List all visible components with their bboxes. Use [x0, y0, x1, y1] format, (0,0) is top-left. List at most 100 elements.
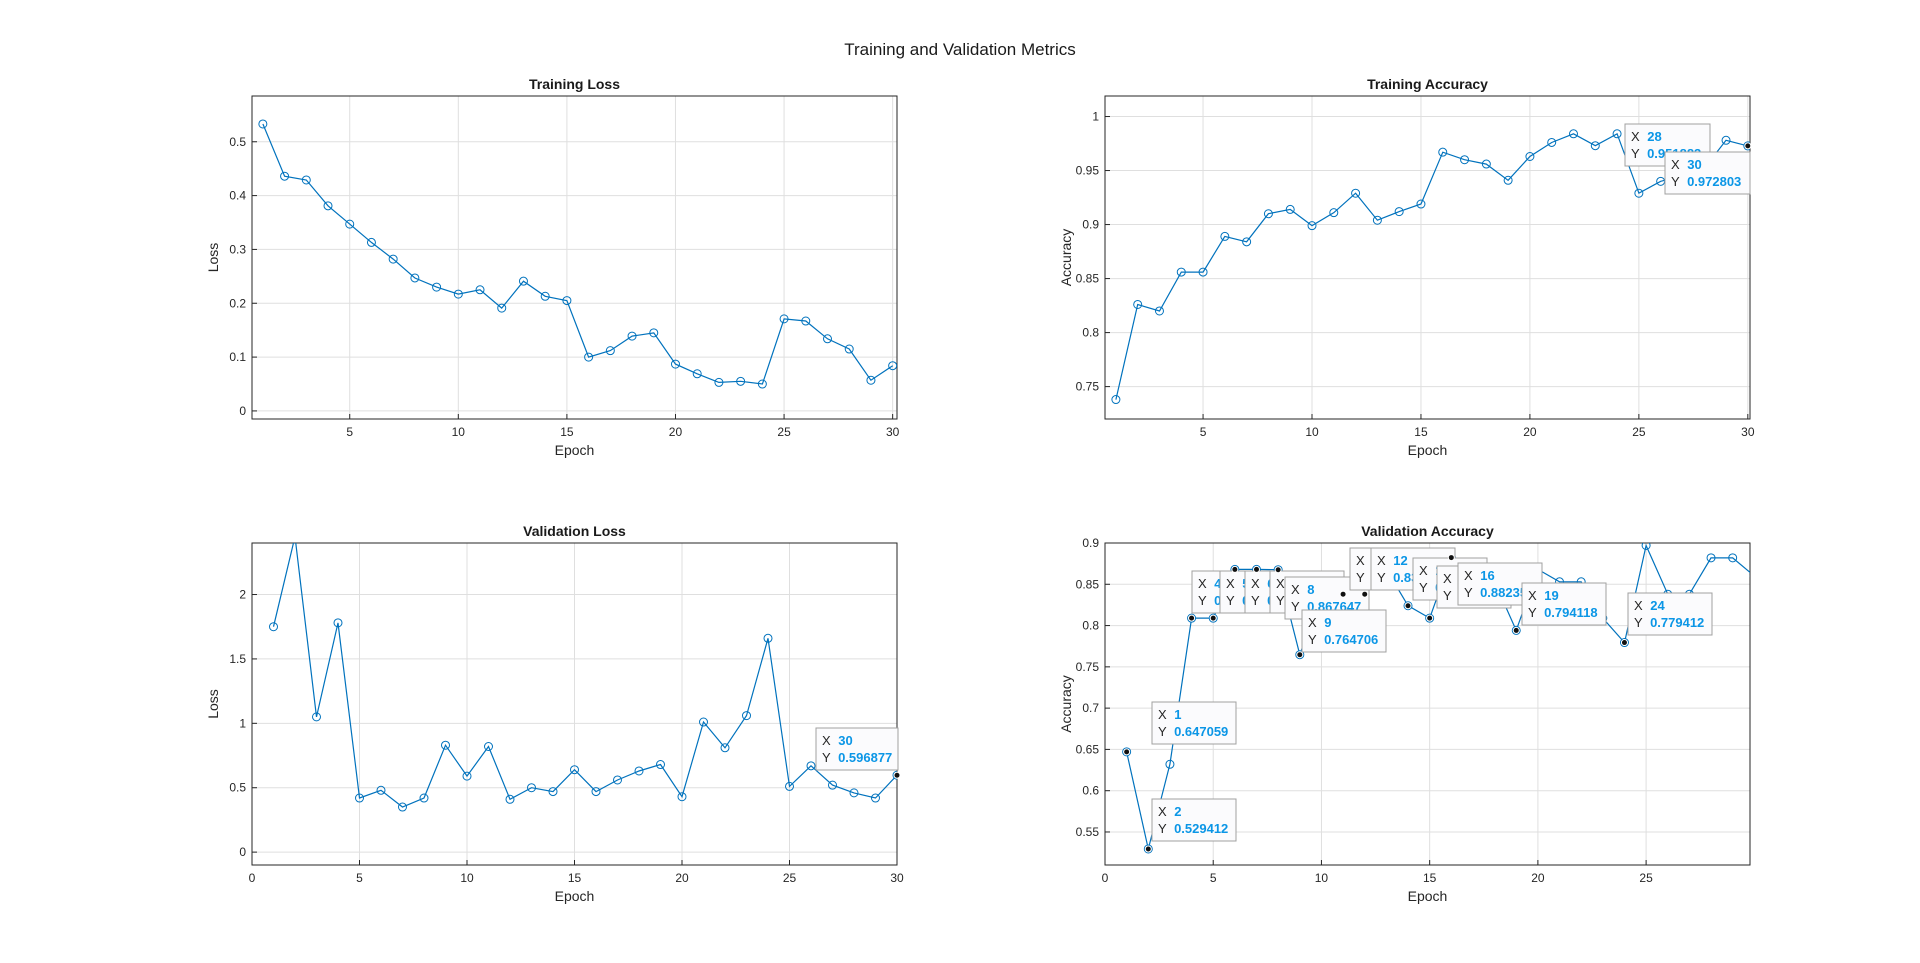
datatip[interactable]: X 19 Y 0.794118	[1512, 582, 1607, 634]
data-point[interactable]	[1619, 638, 1629, 648]
data-point[interactable]	[376, 785, 386, 795]
data-point[interactable]	[388, 254, 398, 264]
data-point[interactable]	[670, 359, 680, 369]
data-point[interactable]	[280, 171, 290, 181]
data-point[interactable]	[1511, 625, 1521, 635]
data-point[interactable]	[1403, 601, 1413, 611]
data-point[interactable]	[432, 282, 442, 292]
data-point[interactable]	[462, 771, 472, 781]
data-point[interactable]	[505, 794, 515, 804]
data-point[interactable]	[605, 346, 615, 356]
data-point[interactable]	[823, 334, 833, 344]
data-point[interactable]	[1154, 306, 1164, 316]
data-point[interactable]	[410, 273, 420, 283]
data-point[interactable]	[692, 369, 702, 379]
data-point[interactable]	[269, 622, 278, 632]
data-point[interactable]	[1295, 650, 1305, 660]
data-point[interactable]	[1351, 188, 1361, 198]
data-point[interactable]	[871, 793, 880, 803]
data-point[interactable]	[779, 314, 789, 324]
data-point[interactable]	[1743, 141, 1752, 151]
data-point[interactable]	[441, 740, 450, 750]
data-point[interactable]	[1329, 208, 1339, 218]
data-point[interactable]	[1721, 135, 1731, 145]
data-point[interactable]	[627, 331, 637, 341]
data-point[interactable]	[518, 276, 528, 286]
datatip[interactable]: X 1Y 0.647059	[1123, 701, 1237, 756]
data-point[interactable]	[1634, 188, 1644, 198]
data-point[interactable]	[475, 285, 485, 295]
datatip[interactable]: X 30 Y 0.596877	[815, 727, 901, 779]
data-point[interactable]	[892, 770, 901, 780]
data-point[interactable]	[1208, 613, 1218, 623]
data-point[interactable]	[656, 760, 665, 770]
data-point[interactable]	[1220, 231, 1230, 241]
data-point[interactable]	[1612, 129, 1622, 139]
datatip[interactable]: X 2Y 0.529412	[1144, 798, 1237, 853]
data-point[interactable]	[1568, 129, 1578, 139]
data-point[interactable]	[1285, 204, 1295, 214]
data-point[interactable]	[742, 711, 751, 721]
data-point[interactable]	[1438, 147, 1448, 157]
data-point[interactable]	[1133, 299, 1143, 309]
data-point[interactable]	[540, 291, 550, 301]
data-point[interactable]	[323, 201, 333, 211]
data-point[interactable]	[634, 766, 644, 776]
data-point[interactable]	[497, 303, 507, 313]
data-point[interactable]	[888, 361, 897, 371]
data-point[interactable]	[1547, 137, 1557, 147]
data-point[interactable]	[866, 375, 876, 385]
data-point[interactable]	[258, 119, 268, 129]
data-point[interactable]	[1641, 541, 1651, 550]
data-point[interactable]	[1122, 747, 1132, 757]
data-point[interactable]	[419, 793, 429, 803]
data-point[interactable]	[366, 237, 376, 247]
data-point[interactable]	[345, 219, 355, 229]
data-point[interactable]	[333, 618, 343, 628]
data-point[interactable]	[714, 377, 724, 387]
data-point[interactable]	[613, 775, 622, 785]
data-point[interactable]	[736, 376, 746, 386]
data-point[interactable]	[1187, 613, 1197, 623]
data-point[interactable]	[453, 289, 463, 299]
data-point[interactable]	[757, 379, 767, 389]
data-point[interactable]	[785, 781, 794, 791]
data-point[interactable]	[1525, 151, 1535, 161]
data-point[interactable]	[1481, 159, 1491, 169]
data-point[interactable]	[1143, 844, 1153, 854]
data-point[interactable]	[570, 765, 579, 775]
data-point[interactable]	[844, 344, 854, 354]
data-point[interactable]	[527, 783, 536, 793]
data-point[interactable]	[1425, 613, 1435, 623]
data-point[interactable]	[591, 787, 601, 797]
data-point[interactable]	[1176, 267, 1186, 277]
data-point[interactable]	[398, 802, 407, 812]
data-point[interactable]	[1242, 237, 1252, 247]
data-point[interactable]	[1749, 572, 1758, 580]
data-point[interactable]	[806, 761, 816, 771]
data-point[interactable]	[355, 793, 364, 803]
data-point[interactable]	[763, 633, 773, 643]
data-point[interactable]	[312, 712, 321, 722]
data-point[interactable]	[1307, 221, 1317, 231]
data-point[interactable]	[828, 780, 837, 790]
data-point[interactable]	[1111, 395, 1121, 405]
data-point[interactable]	[1263, 209, 1273, 219]
data-point[interactable]	[1706, 553, 1716, 563]
data-point[interactable]	[584, 352, 594, 362]
datatip[interactable]: X 24 Y 0.779412	[1620, 592, 1713, 647]
data-point[interactable]	[1416, 199, 1426, 209]
data-point[interactable]	[1198, 267, 1208, 277]
data-point[interactable]	[301, 175, 311, 185]
datatip[interactable]: X 9Y 0.764706	[1296, 609, 1387, 659]
data-point[interactable]	[849, 788, 859, 798]
data-point[interactable]	[699, 717, 708, 727]
data-point[interactable]	[1503, 175, 1513, 185]
data-point[interactable]	[1394, 207, 1404, 217]
data-point[interactable]	[1372, 215, 1382, 225]
data-point[interactable]	[649, 328, 659, 338]
data-point[interactable]	[1165, 759, 1175, 769]
data-point[interactable]	[677, 792, 687, 802]
datatip[interactable]: X 30 Y 0.972803	[1664, 142, 1752, 195]
data-point[interactable]	[1590, 141, 1600, 151]
